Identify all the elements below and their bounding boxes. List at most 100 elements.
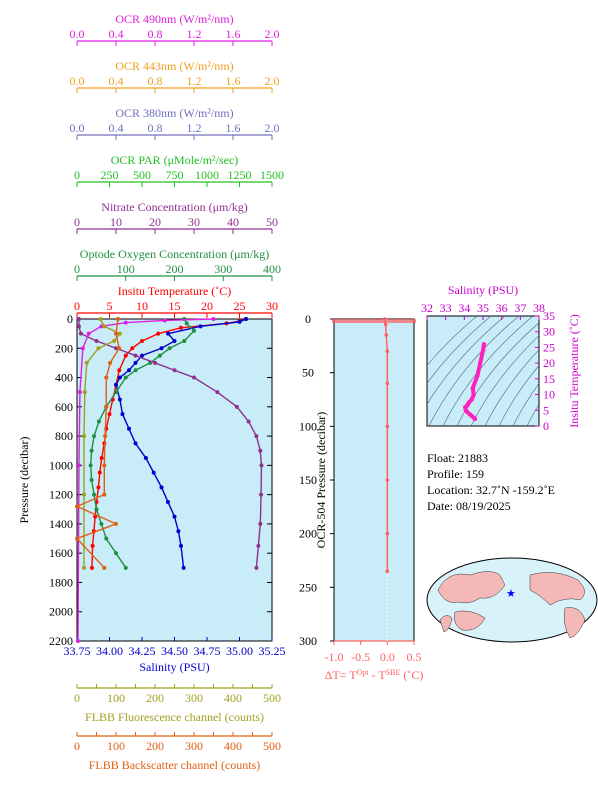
top-axis-tick-label: 200 bbox=[166, 262, 184, 276]
series-point-oxygen bbox=[104, 536, 109, 541]
series-point-nitrate bbox=[246, 419, 251, 424]
series-point-fluorescence bbox=[82, 565, 87, 570]
series-point-oxygen bbox=[182, 338, 187, 343]
ts-x-tick-label: 32 bbox=[421, 301, 433, 315]
ts-x-tick-label: 33 bbox=[440, 301, 452, 315]
bottom-axis-tick-label: 300 bbox=[185, 739, 203, 753]
dt-series-point bbox=[385, 531, 390, 536]
series-point-temperature bbox=[107, 412, 112, 417]
series-point-backscatter bbox=[115, 317, 120, 321]
pressure-tick-label: 1800 bbox=[49, 575, 73, 589]
series-point-backscatter bbox=[114, 331, 118, 336]
series-point-backscatter bbox=[104, 375, 109, 380]
series-point-ocr_490 bbox=[86, 331, 91, 336]
series-point-backscatter bbox=[102, 463, 107, 468]
series-point-salinity bbox=[151, 470, 156, 475]
map-land-australia bbox=[454, 610, 486, 631]
top-axis-tick-label: 40 bbox=[227, 215, 239, 229]
top-axis-tick-label: 0.4 bbox=[109, 27, 124, 41]
series-point-salinity bbox=[198, 324, 203, 329]
series-point-oxygen bbox=[123, 375, 128, 380]
map-land-asia bbox=[437, 571, 506, 604]
series-point-ocr_490 bbox=[162, 318, 167, 323]
ts-title: Salinity (PSU) bbox=[448, 283, 518, 297]
top-axis-tick-label: 2.0 bbox=[265, 74, 280, 88]
pressure-tick-label: 800 bbox=[55, 429, 73, 443]
bottom-axis-tick-label: 34.25 bbox=[129, 644, 156, 658]
map-land-north-america bbox=[529, 572, 585, 606]
series-point-fluorescence bbox=[112, 338, 117, 343]
bottom-axis-tick-label: 100 bbox=[107, 739, 125, 753]
series-point-salinity bbox=[172, 338, 177, 343]
top-axis-tick-label: 100 bbox=[117, 262, 135, 276]
series-point-backscatter bbox=[117, 346, 122, 351]
top-axis-tick-label: 1.6 bbox=[226, 27, 241, 41]
series-point-temperature bbox=[130, 346, 135, 351]
top-axis-label: Insitu Temperature (˚C) bbox=[118, 284, 232, 298]
series-point-temperature bbox=[99, 456, 104, 461]
series-point-temperature bbox=[96, 485, 101, 490]
top-axis-tick-label: 1000 bbox=[195, 168, 219, 182]
series-point-backscatter bbox=[102, 565, 107, 570]
series-point-oxygen bbox=[99, 521, 104, 526]
bottom-axis-label: FLBB Backscatter channel (counts) bbox=[89, 758, 261, 772]
pressure-tick-label: 200 bbox=[55, 341, 73, 355]
series-point-nitrate bbox=[94, 338, 99, 343]
ts-y-tick-label: 25 bbox=[543, 340, 555, 354]
top-axis-label: Nitrate Concentration (μm/kg) bbox=[101, 200, 247, 214]
ts-series-point bbox=[470, 386, 475, 391]
main-series bbox=[75, 317, 264, 643]
top-axis-tick-label: 500 bbox=[133, 168, 151, 182]
ts-y-tick-label: 35 bbox=[543, 309, 555, 323]
dt-series-point bbox=[384, 333, 389, 337]
series-point-salinity bbox=[143, 456, 148, 461]
bottom-axis-tick-label: 200 bbox=[146, 691, 164, 705]
top-axis-tick-label: 20 bbox=[149, 215, 161, 229]
ts-series-point bbox=[469, 397, 474, 402]
bottom-axis-tick-label: 500 bbox=[263, 739, 281, 753]
ts-isopycnal bbox=[470, 335, 539, 426]
dt-tick-label: -0.5 bbox=[351, 650, 370, 664]
series-point-fluorescence bbox=[84, 360, 89, 365]
bottom-axis-tick-label: 0 bbox=[74, 739, 80, 753]
series-point-salinity bbox=[120, 412, 125, 417]
top-axis-tick-label: 50 bbox=[266, 215, 278, 229]
ts-isopycnal bbox=[484, 349, 539, 426]
top-axis-tick-label: 2.0 bbox=[265, 27, 280, 41]
ts-isopycnal bbox=[512, 382, 539, 426]
ts-series-point bbox=[471, 392, 476, 397]
pressure-tick-label: 1000 bbox=[49, 458, 73, 472]
pressure-tick-label: 1400 bbox=[49, 517, 73, 531]
series-point-oxygen bbox=[114, 390, 118, 395]
series-point-temperature bbox=[123, 353, 128, 358]
main-plot-area bbox=[76, 318, 273, 642]
ts-series-point bbox=[480, 348, 486, 353]
ts-y-tick-label: 5 bbox=[543, 403, 549, 417]
series-point-salinity bbox=[166, 331, 170, 336]
info-profile: Profile: 159 bbox=[427, 467, 484, 481]
series-point-nitrate bbox=[254, 434, 259, 439]
top-axis-tick-label: 1.2 bbox=[187, 74, 202, 88]
bottom-axis-tick-label: 400 bbox=[224, 691, 242, 705]
series-point-temperature bbox=[90, 543, 95, 548]
series-point-ocr_490 bbox=[77, 390, 82, 395]
dt-surface-mark bbox=[332, 319, 416, 323]
top-axis-tick-label: 10 bbox=[136, 299, 148, 313]
top-axis-tick-label: 5 bbox=[107, 299, 113, 313]
dt-plot-area bbox=[333, 318, 415, 642]
ts-series-point bbox=[472, 416, 478, 421]
series-point-salinity bbox=[117, 397, 122, 402]
top-axis-tick-label: 0.8 bbox=[148, 27, 163, 41]
dt-series-point bbox=[385, 478, 390, 482]
top-axis-tick-label: 15 bbox=[169, 299, 181, 313]
dt-series-point bbox=[385, 424, 390, 429]
series-point-nitrate bbox=[78, 331, 83, 336]
dt-axis-label: ΔT= TOpt - TSBE (˚C) bbox=[325, 668, 424, 683]
ts-series-point bbox=[475, 373, 480, 378]
bottom-axis-tick-label: 34.50 bbox=[161, 644, 188, 658]
series-point-salinity bbox=[133, 360, 138, 365]
series-point-ocr_490 bbox=[76, 463, 81, 468]
ts-y-tick-label: 20 bbox=[543, 356, 555, 370]
series-point-ocr_490 bbox=[99, 324, 104, 329]
dt-tick-label: -1.0 bbox=[325, 650, 344, 664]
